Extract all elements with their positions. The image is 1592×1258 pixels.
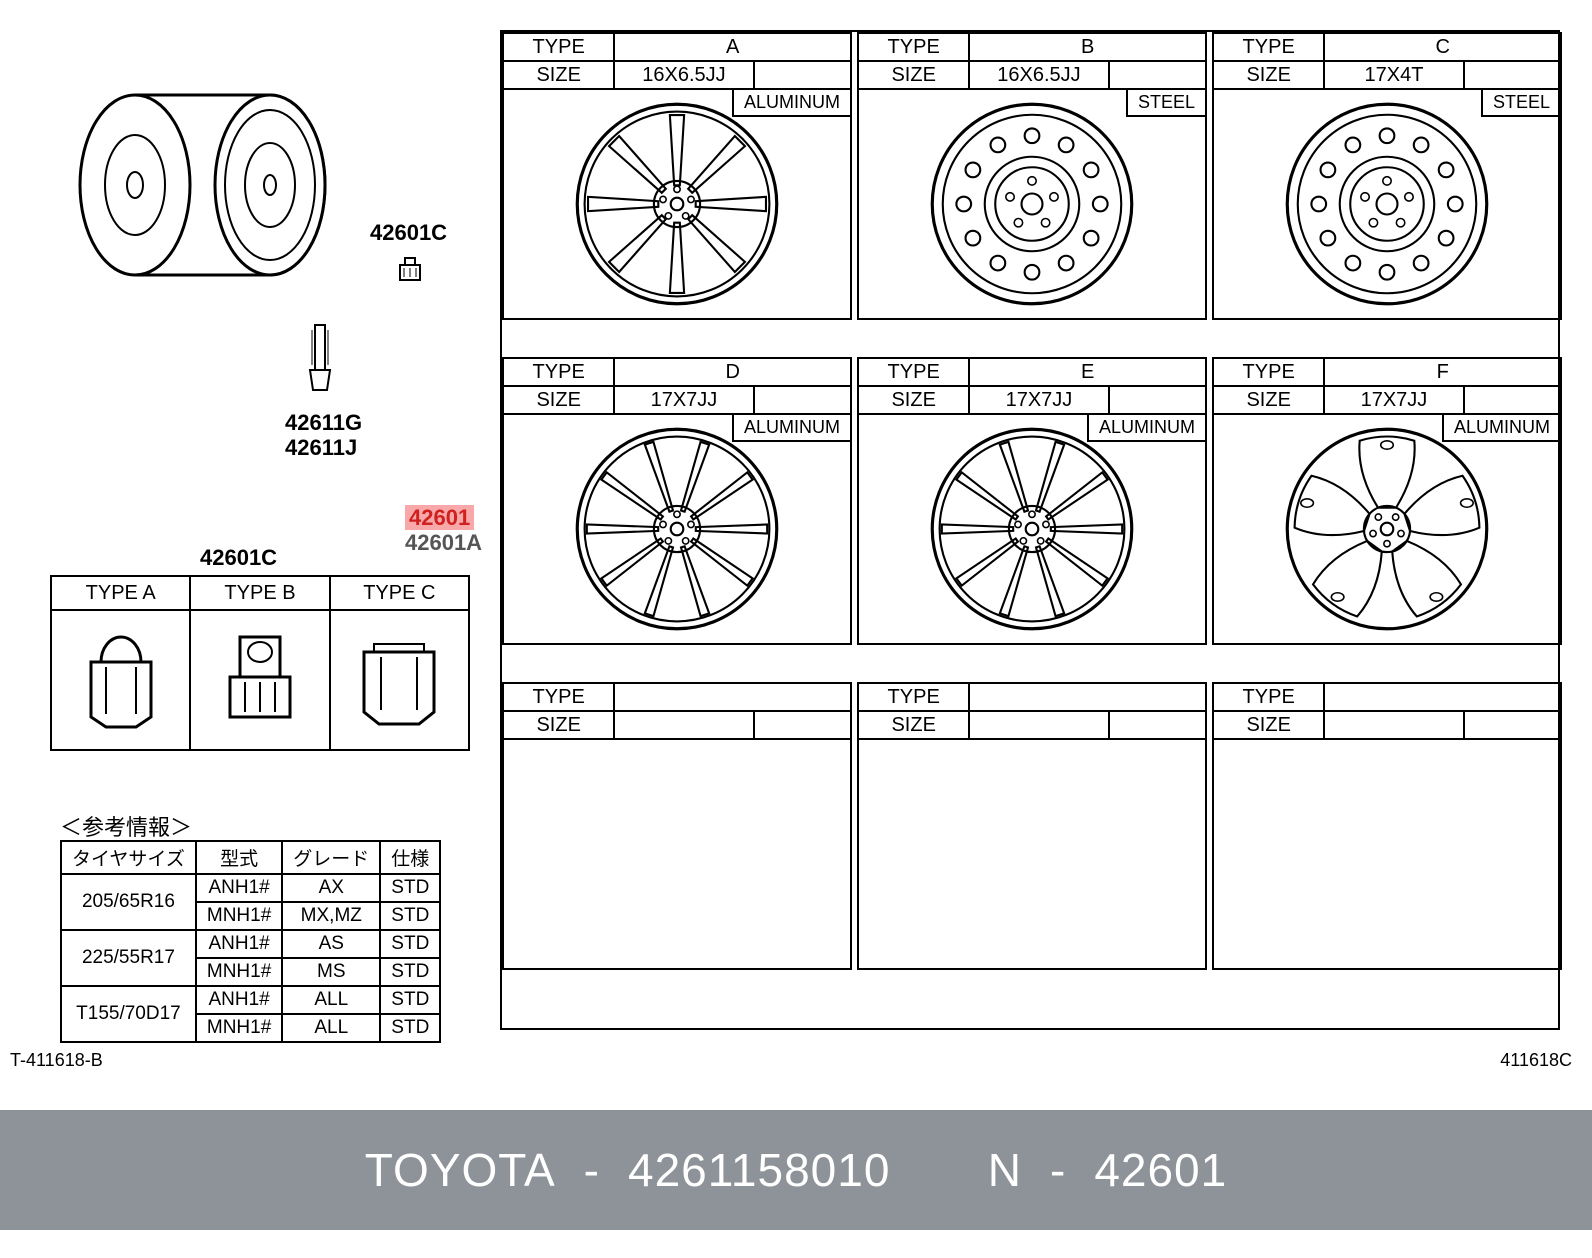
material-label: ALUMINUM — [732, 90, 850, 117]
footer-sep2: - — [1050, 1143, 1066, 1197]
wheel-cell-E: TYPEE SIZE17X7JJ ALUMINUM — [857, 357, 1207, 645]
material-label: ALUMINUM — [1087, 415, 1205, 442]
wheel-cell-A: TYPEA SIZE16X6.5JJ ALUMINUM — [502, 32, 852, 320]
nut-type-c-header: TYPE C — [330, 576, 469, 610]
nut-type-a-img — [51, 610, 190, 750]
wheel-cell-empty8: TYPE SIZE — [1212, 682, 1562, 970]
label-42611J: 42611J — [285, 435, 357, 461]
ref-info-title: ＜参考情報＞ — [60, 810, 192, 842]
label-42601A: 42601A — [405, 530, 482, 556]
nut-type-a-header: TYPE A — [51, 576, 190, 610]
label-42611G: 42611G — [285, 410, 362, 436]
label-42601-highlight: 42601 — [405, 505, 474, 531]
valve-stem-icon — [300, 320, 340, 400]
footer-partnum: 4261158010 — [628, 1143, 890, 1197]
nut-type-table: TYPE A TYPE B TYPE C — [50, 575, 470, 751]
ref-info-table: タイヤサイズ 型式 グレード 仕様 205/65R16ANH1#AXSTD MN… — [60, 840, 441, 1043]
wheel-cell-F: TYPEF SIZE17X7JJ ALUMINUM — [1212, 357, 1562, 645]
nut-type-b-header: TYPE B — [190, 576, 329, 610]
wheel-grid: TYPEA SIZE16X6.5JJ ALUMINUM TYPEB SIZE16… — [500, 30, 1560, 1030]
label-nut-header: 42601C — [200, 545, 277, 571]
wheel-cell-empty7: TYPE SIZE — [857, 682, 1207, 970]
lug-nut-icon — [390, 250, 430, 290]
footer-bar: TOYOTA - 4261158010 N - 42601 — [0, 1110, 1592, 1230]
wheel-cell-D: TYPED SIZE17X7JJ ALUMINUM — [502, 357, 852, 645]
material-label: STEEL — [1481, 90, 1560, 117]
wheel-cell-C: TYPEC SIZE17X4T STEEL — [1212, 32, 1562, 320]
doc-code-right: 411618C — [1500, 1050, 1572, 1071]
material-label: ALUMINUM — [1442, 415, 1560, 442]
footer-sep1: - — [584, 1143, 600, 1197]
footer-gap — [918, 1143, 959, 1197]
diagram-area: 42601C 42611G 42611J 42601 42601A 42601C… — [0, 0, 1592, 1070]
footer-brand: TOYOTA — [365, 1143, 556, 1197]
wheel-cell-empty6: TYPE SIZE — [502, 682, 852, 970]
nut-type-c-img — [330, 610, 469, 750]
wheel-cell-B: TYPEB SIZE16X6.5JJ STEEL — [857, 32, 1207, 320]
footer-ref-prefix: N — [988, 1143, 1022, 1197]
material-label: STEEL — [1126, 90, 1205, 117]
footer-ref-code: 42601 — [1094, 1143, 1227, 1197]
wheel-side-view — [70, 90, 330, 280]
doc-code-left: T-411618-B — [10, 1050, 103, 1071]
nut-type-b-img — [190, 610, 329, 750]
label-42601C: 42601C — [370, 220, 447, 246]
material-label: ALUMINUM — [732, 415, 850, 442]
